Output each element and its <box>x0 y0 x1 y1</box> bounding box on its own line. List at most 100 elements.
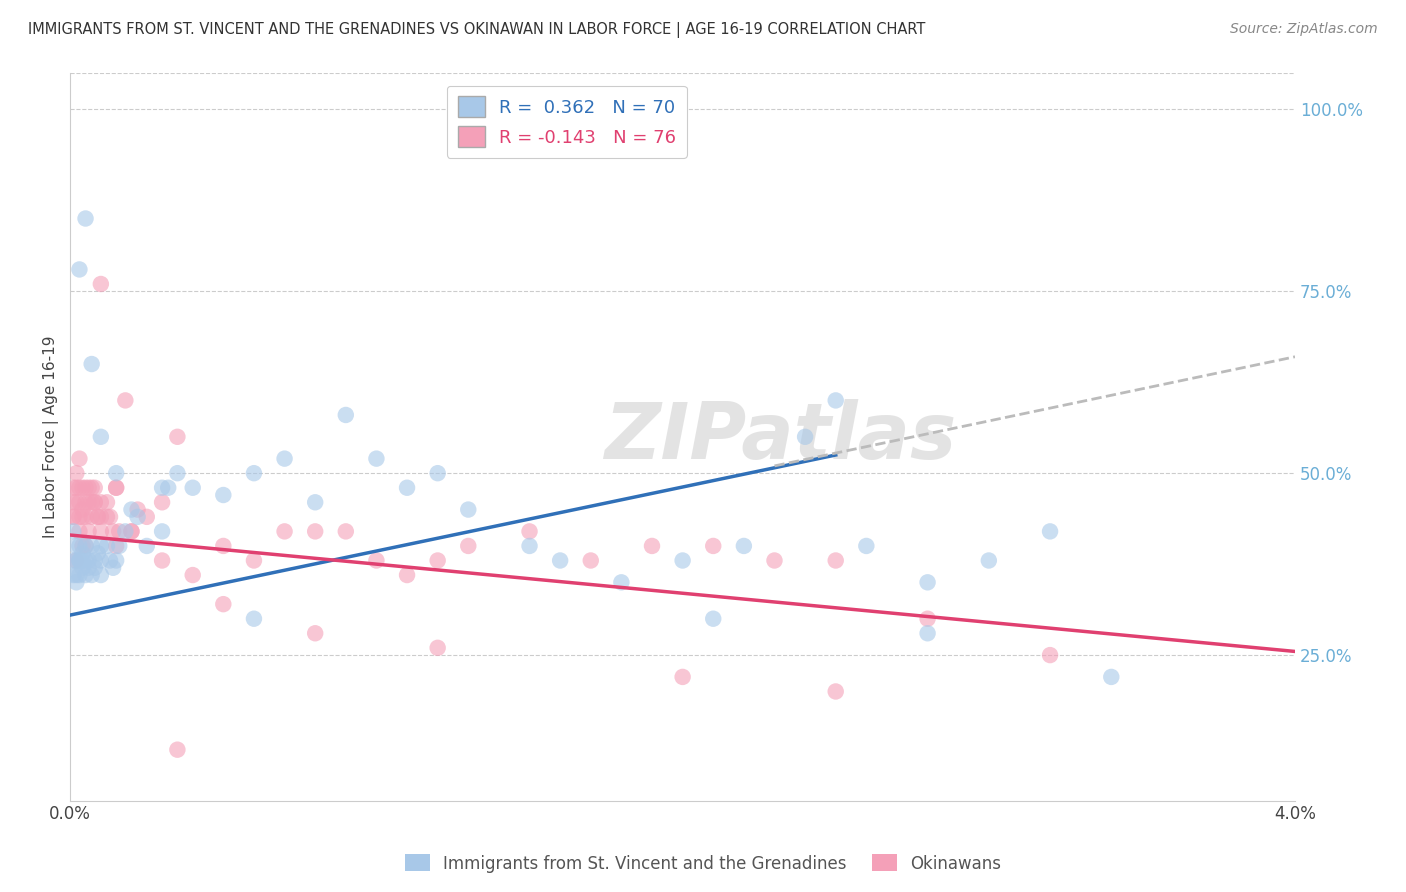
Point <box>75 481 97 495</box>
Point <box>917 612 939 626</box>
Point <box>426 466 449 480</box>
Point <box>98 553 121 567</box>
Point <box>67 481 90 495</box>
Point <box>67 509 90 524</box>
Point <box>83 553 105 567</box>
Point <box>181 481 204 495</box>
Point <box>135 509 157 524</box>
Point <box>67 553 90 567</box>
Text: ZIPatlas: ZIPatlas <box>605 399 956 475</box>
Y-axis label: In Labor Force | Age 16-19: In Labor Force | Age 16-19 <box>44 335 59 538</box>
Point <box>90 553 112 567</box>
Point <box>335 408 357 422</box>
Point <box>62 509 84 524</box>
Point <box>65 575 87 590</box>
Point <box>166 742 188 756</box>
Point <box>519 524 541 539</box>
Point <box>135 539 157 553</box>
Point <box>672 553 695 567</box>
Point <box>548 553 571 567</box>
Point <box>75 495 97 509</box>
Point <box>396 481 419 495</box>
Point <box>80 509 103 524</box>
Point <box>67 539 90 553</box>
Point <box>127 502 149 516</box>
Point <box>366 553 388 567</box>
Point <box>87 509 110 524</box>
Point <box>65 539 87 553</box>
Point <box>77 495 100 509</box>
Point <box>75 509 97 524</box>
Point <box>304 524 326 539</box>
Point <box>855 539 877 553</box>
Point <box>702 612 724 626</box>
Point <box>75 539 97 553</box>
Point <box>62 481 84 495</box>
Point <box>794 430 817 444</box>
Point <box>72 553 94 567</box>
Point <box>150 524 173 539</box>
Point <box>65 553 87 567</box>
Point <box>75 539 97 553</box>
Point <box>1039 524 1062 539</box>
Point <box>273 451 295 466</box>
Point <box>672 670 695 684</box>
Point <box>105 466 128 480</box>
Point <box>396 568 419 582</box>
Point <box>702 539 724 553</box>
Point <box>457 539 479 553</box>
Point <box>426 640 449 655</box>
Point <box>121 524 143 539</box>
Point <box>114 393 136 408</box>
Point <box>72 481 94 495</box>
Point <box>90 509 112 524</box>
Point <box>77 553 100 567</box>
Point <box>763 553 786 567</box>
Point <box>75 211 97 226</box>
Point <box>80 568 103 582</box>
Point <box>72 561 94 575</box>
Point <box>733 539 755 553</box>
Point <box>80 539 103 553</box>
Point <box>157 481 180 495</box>
Point <box>72 509 94 524</box>
Point <box>150 553 173 567</box>
Point <box>96 495 118 509</box>
Point <box>1039 648 1062 662</box>
Point <box>80 481 103 495</box>
Point <box>105 481 128 495</box>
Point <box>166 466 188 480</box>
Point <box>65 553 87 567</box>
Point <box>304 626 326 640</box>
Point <box>87 546 110 560</box>
Point <box>610 575 633 590</box>
Point <box>77 561 100 575</box>
Point <box>366 451 388 466</box>
Point <box>108 539 131 553</box>
Point <box>65 495 87 509</box>
Point <box>62 524 84 539</box>
Point <box>96 509 118 524</box>
Point <box>105 539 128 553</box>
Point <box>90 430 112 444</box>
Point <box>166 430 188 444</box>
Point <box>75 553 97 567</box>
Point <box>108 524 131 539</box>
Point <box>150 481 173 495</box>
Point <box>114 524 136 539</box>
Point <box>212 539 235 553</box>
Point <box>65 568 87 582</box>
Point <box>824 553 846 567</box>
Point <box>824 393 846 408</box>
Point <box>83 495 105 509</box>
Point <box>243 466 266 480</box>
Point <box>212 488 235 502</box>
Point <box>519 539 541 553</box>
Point <box>121 502 143 516</box>
Point <box>90 539 112 553</box>
Point <box>181 568 204 582</box>
Point <box>80 495 103 509</box>
Point <box>65 466 87 480</box>
Point <box>77 524 100 539</box>
Point <box>105 553 128 567</box>
